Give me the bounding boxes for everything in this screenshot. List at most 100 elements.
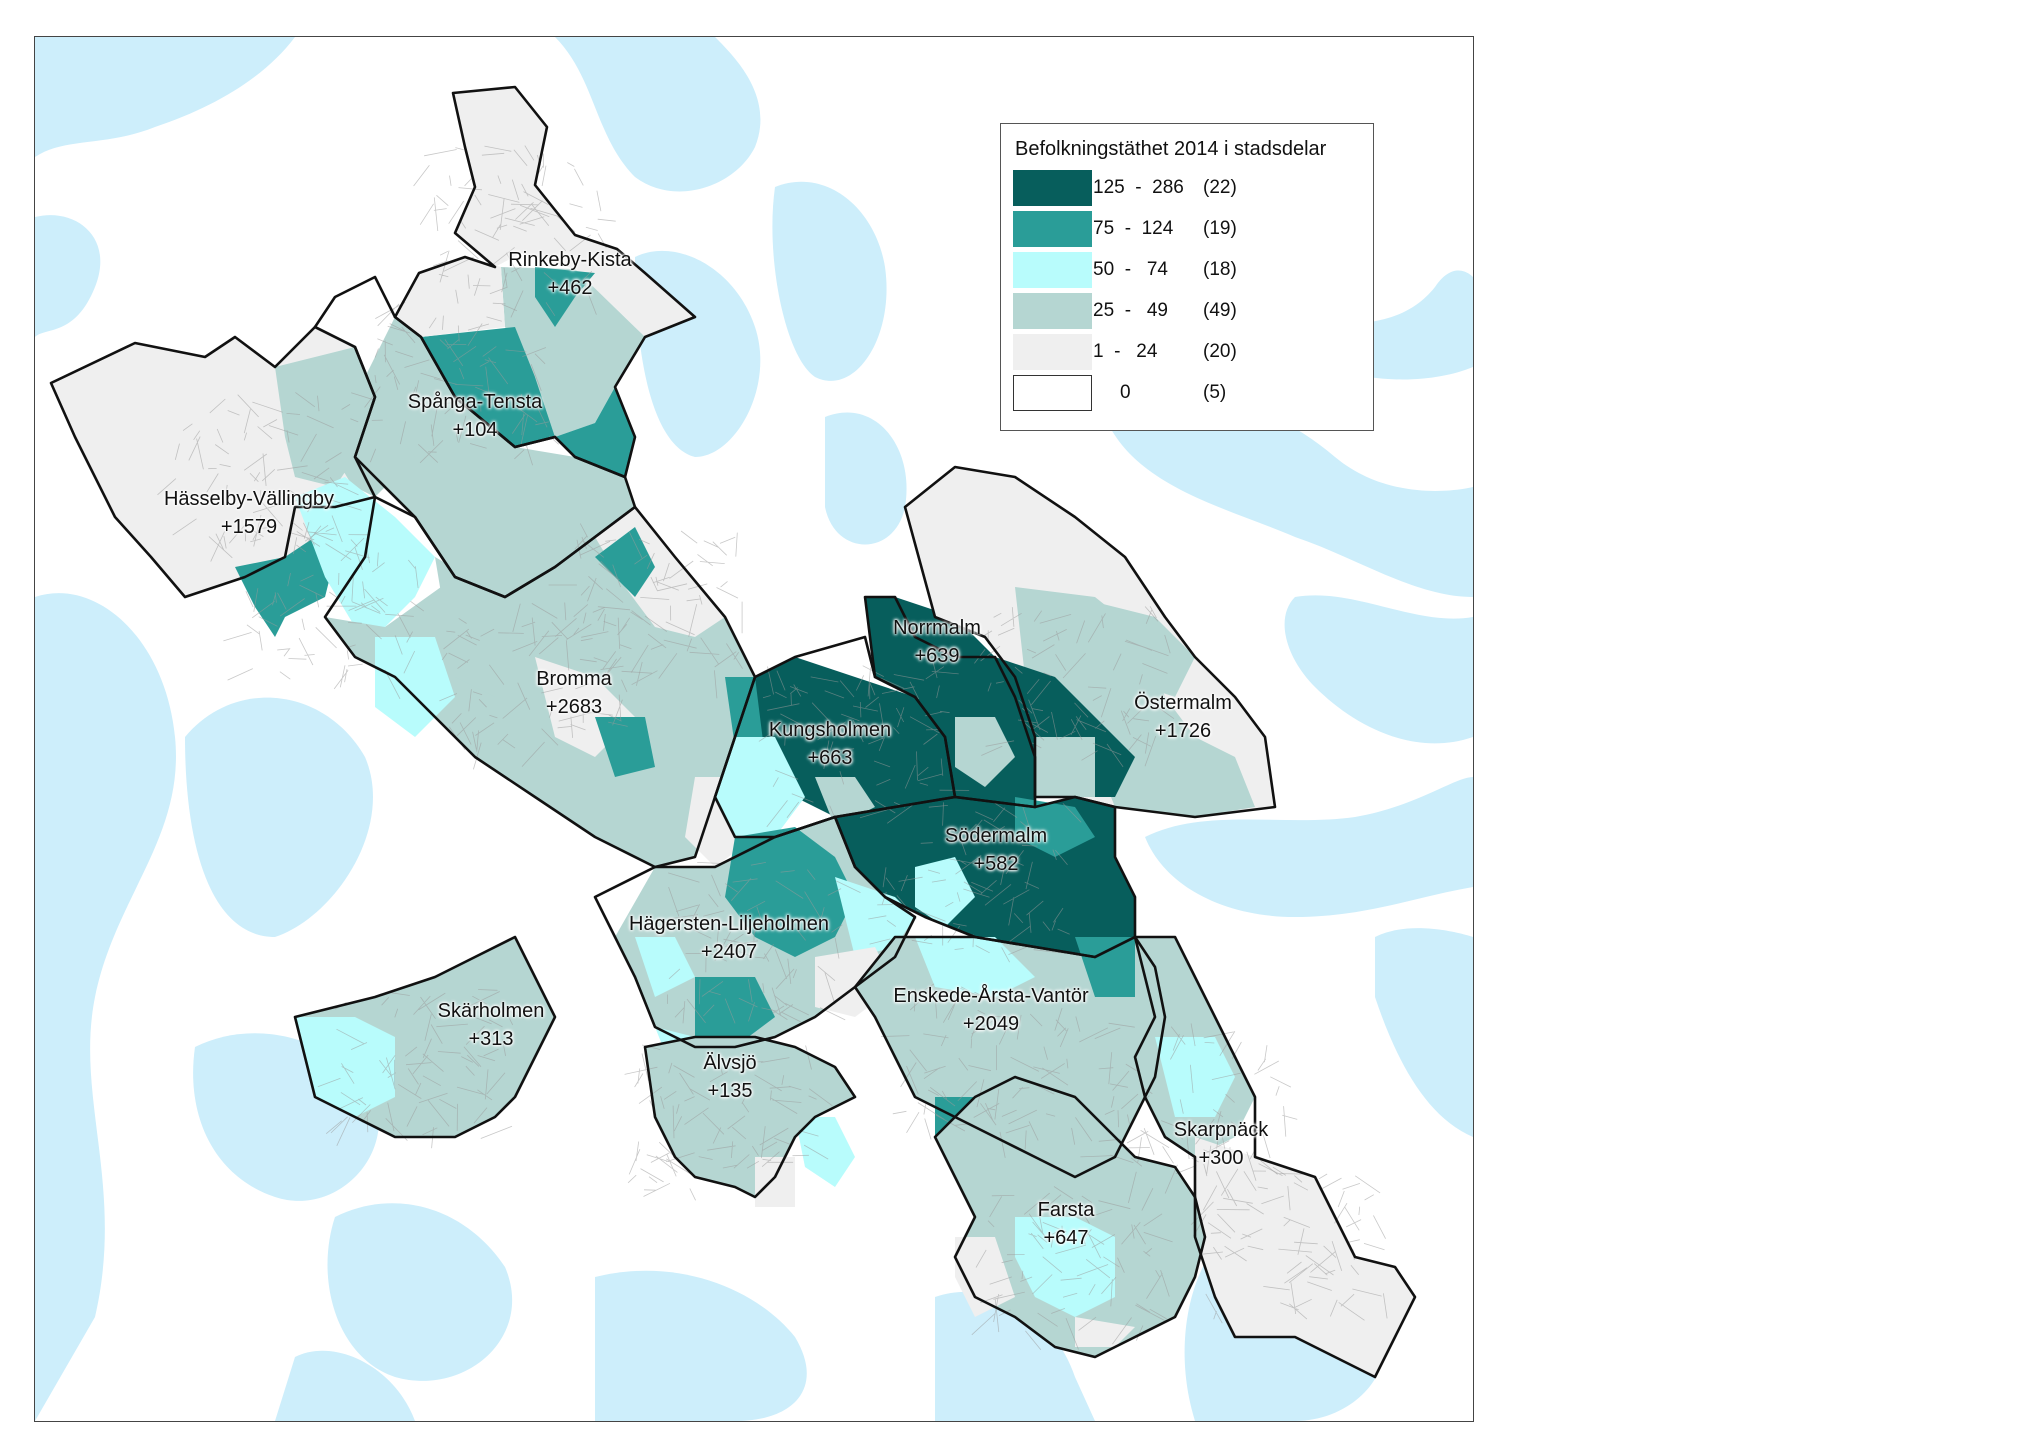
water-body: [595, 1270, 807, 1421]
street-lines: [157, 392, 375, 562]
district-label-bromma: Bromma +2683: [536, 665, 612, 721]
water-body: [825, 412, 907, 545]
district-area: [435, 557, 535, 697]
district-name: Spånga-Tensta: [407, 391, 543, 413]
border-farsta: [933, 1075, 1207, 1359]
population-change: +313: [468, 1028, 514, 1050]
legend-swatch: [1013, 375, 1092, 411]
water-body: [935, 1291, 1095, 1421]
district-name: Rinkeby-Kista: [508, 249, 632, 271]
map-canvas: [35, 37, 1473, 1421]
district-area: [555, 387, 635, 477]
district-label-sodermalm: Södermalm +582: [945, 822, 1047, 878]
legend-row: 25 - 49 (49): [1013, 293, 1363, 329]
legend-range: 75 - 124: [1093, 218, 1174, 239]
border-hagersten-liljeholmen: [593, 815, 917, 1049]
district-area: [1075, 597, 1195, 697]
district-name: Hägersten-Liljeholmen: [628, 913, 830, 935]
street-lines: [223, 521, 425, 699]
district-area: [275, 347, 375, 487]
district-label-hasselby-vallingby: Hässelby-Vällingby +1579: [164, 485, 334, 541]
border-enskede-arsta-vantor: [853, 935, 1167, 1179]
district-label-spanga-tensta: Spånga-Tensta +104: [408, 388, 543, 444]
street-lines: [1191, 1163, 1388, 1324]
street-lines: [971, 1186, 1173, 1350]
district-name: Älvsjö: [703, 1052, 757, 1074]
district-label-enskede-arsta-vantor: Enskede-Årsta-Vantör +2049: [893, 982, 1088, 1038]
district-area: [995, 657, 1135, 797]
population-change: +663: [807, 747, 853, 769]
legend-swatch: [1013, 334, 1092, 370]
water-body: [772, 181, 887, 381]
street-lines: [974, 606, 1175, 768]
district-name: Farsta: [1037, 1199, 1095, 1221]
population-change: +135: [707, 1080, 753, 1102]
water-body: [35, 593, 176, 1421]
population-change: +1726: [1154, 720, 1212, 742]
street-lines: [548, 523, 743, 699]
legend-row: 75 - 124 (19): [1013, 211, 1363, 247]
legend-range: 1 - 24: [1093, 341, 1158, 362]
district-area: [695, 977, 775, 1047]
water-body: [327, 1203, 513, 1381]
district-area: [295, 1017, 395, 1117]
map-legend: Befolkningstäthet 2014 i stadsdelar 125 …: [1000, 123, 1374, 431]
legend-swatch: [1013, 293, 1092, 329]
legend-range: 25 - 49: [1093, 300, 1168, 321]
district-label-farsta: Farsta +647: [1038, 1196, 1095, 1252]
district-label-ostermalm: Östermalm +1726: [1134, 689, 1232, 745]
population-change: +1579: [220, 516, 278, 538]
legend-count: (5): [1203, 382, 1227, 403]
map-frame: Rinkeby-Kista +462 Spånga-Tensta +104 Hä…: [34, 36, 1474, 1422]
legend-row: 0 (5): [1013, 375, 1363, 411]
district-borders: [49, 85, 1417, 1379]
water-body: [1145, 777, 1473, 917]
district-area: [725, 827, 855, 957]
population-change: +647: [1043, 1227, 1089, 1249]
district-area: [453, 87, 695, 337]
street-lines: [364, 302, 559, 466]
street-network: [157, 145, 1388, 1350]
district-area: [1075, 937, 1135, 997]
district-area: [1015, 587, 1255, 817]
population-change: +2683: [545, 696, 603, 718]
population-change: +639: [914, 645, 960, 667]
street-lines: [624, 1044, 833, 1201]
water-body: [35, 37, 295, 157]
district-label-skarpnack: Skarpnäck +300: [1174, 1116, 1269, 1172]
legend-swatch: [1013, 252, 1092, 288]
street-lines: [439, 602, 652, 770]
district-area: [535, 267, 595, 327]
district-area: [915, 937, 1035, 997]
water-body: [1105, 396, 1473, 597]
population-change: +2407: [700, 941, 758, 963]
legend-range: 0: [1120, 382, 1131, 403]
district-label-norrmalm: Norrmalm +639: [893, 614, 981, 670]
legend-row: 50 - 74 (18): [1013, 252, 1363, 288]
district-areas: [51, 87, 1415, 1377]
border-alvsjo: [643, 1035, 857, 1199]
legend-count: (49): [1203, 300, 1237, 321]
border-skarpnack: [1133, 935, 1417, 1379]
legend-range: 50 - 74: [1093, 259, 1168, 280]
legend-swatch: [1013, 211, 1092, 247]
district-area: [795, 1117, 855, 1187]
population-change: +462: [547, 277, 593, 299]
district-area: [895, 597, 995, 657]
district-name: Kungsholmen: [768, 719, 892, 741]
district-area: [1015, 797, 1095, 857]
legend-swatch: [1013, 170, 1092, 206]
legend-count: (18): [1203, 259, 1237, 280]
street-lines: [758, 662, 970, 830]
district-area: [1075, 1317, 1135, 1347]
district-name: Enskede-Årsta-Vantör: [893, 985, 1089, 1007]
district-name: Hässelby-Vällingby: [163, 488, 335, 510]
district-label-alvsjo: Älvsjö +135: [703, 1049, 756, 1105]
water-body: [555, 37, 761, 192]
population-change: +104: [452, 419, 498, 441]
district-area: [915, 857, 975, 927]
district-area: [325, 317, 635, 597]
district-area: [715, 737, 805, 837]
district-area: [395, 257, 505, 337]
water-body: [1375, 928, 1473, 1137]
